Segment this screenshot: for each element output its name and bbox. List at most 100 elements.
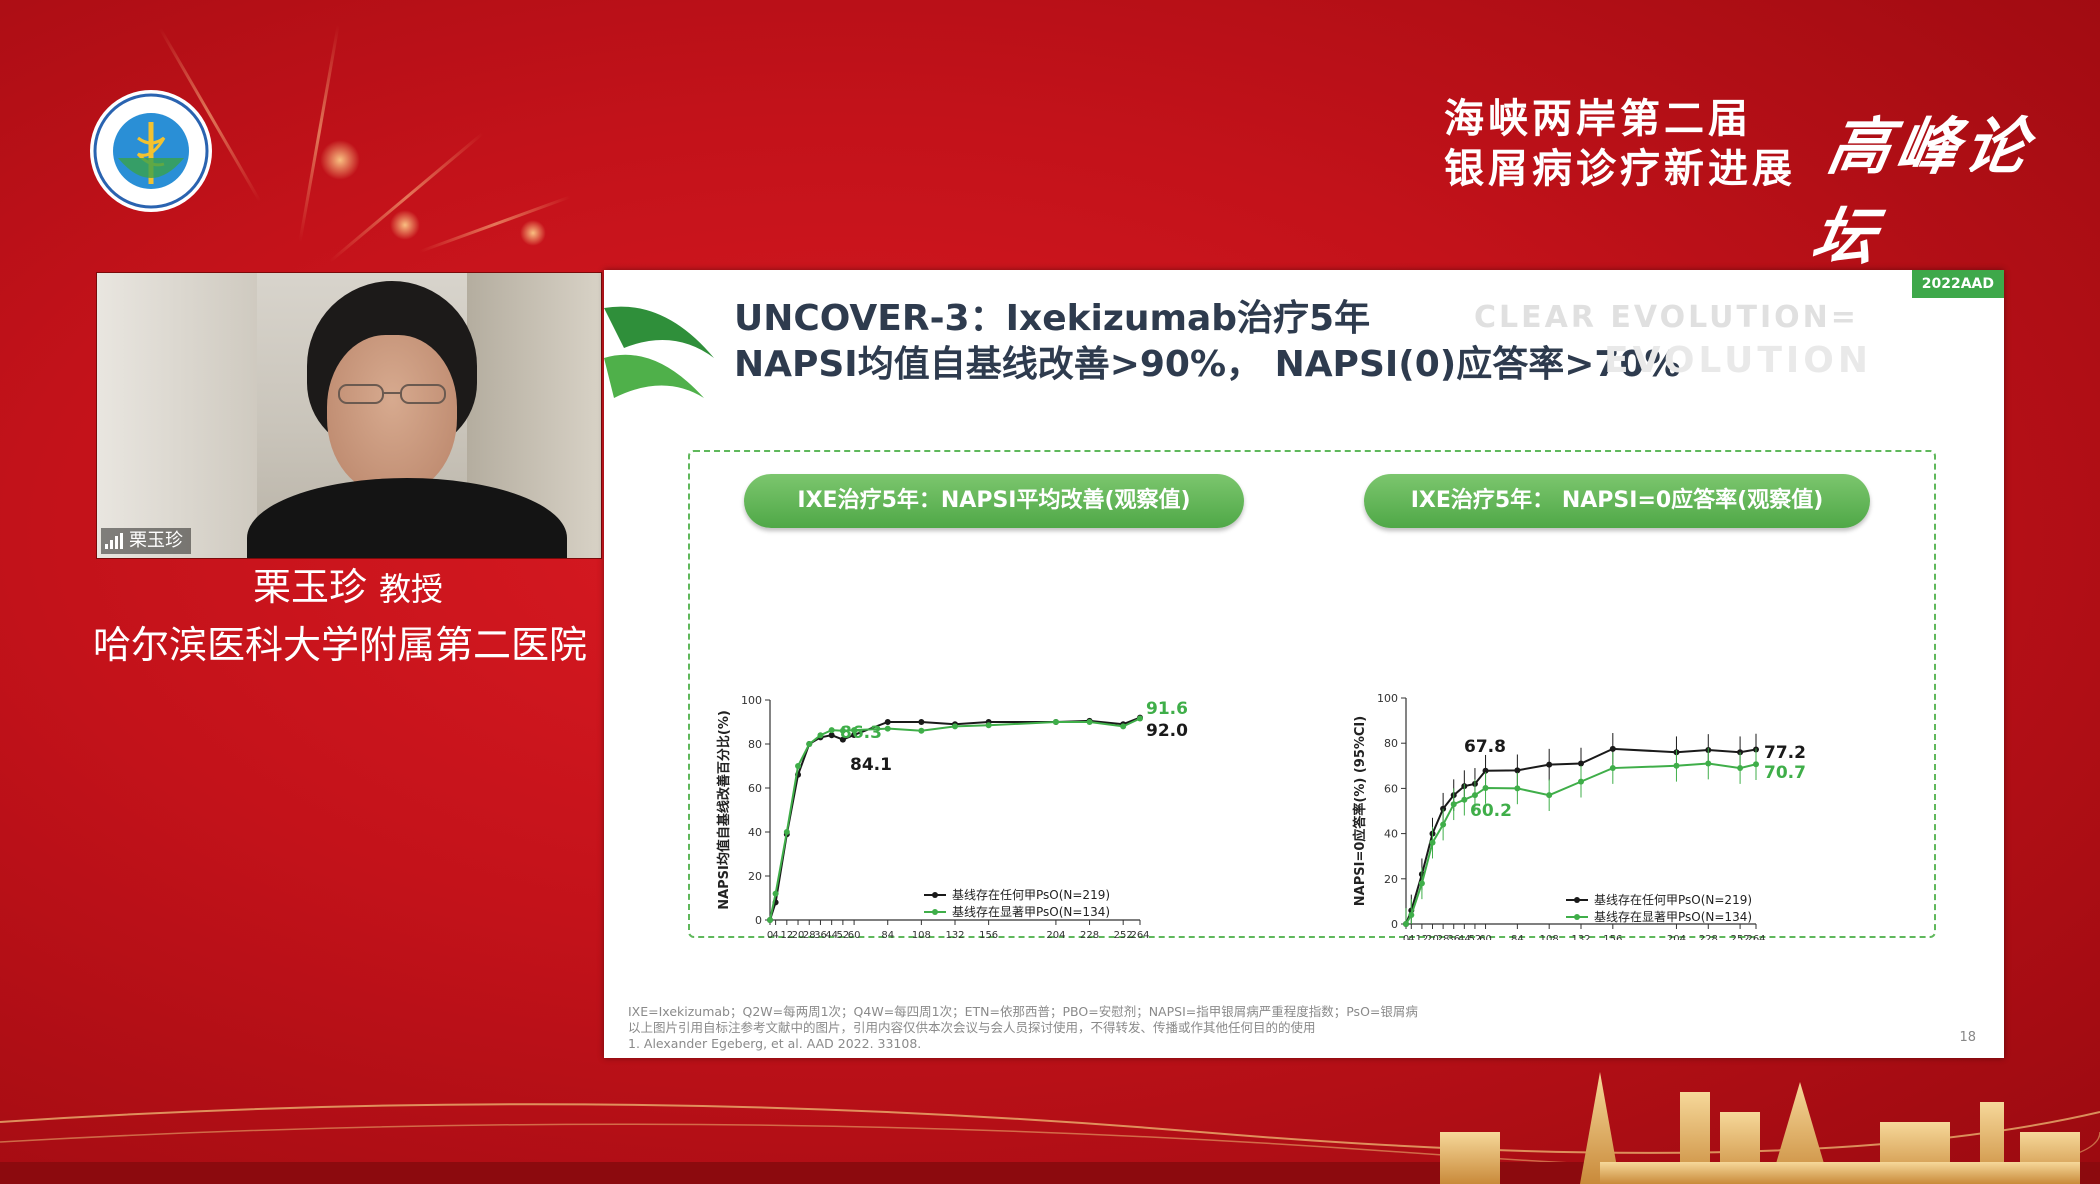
data-point: [1471, 792, 1478, 799]
legend-marker: [1574, 897, 1580, 903]
x-tick-label: 36: [814, 930, 827, 940]
y-tick-label: 0: [1391, 918, 1398, 931]
data-point: [772, 890, 779, 897]
data-point: [767, 917, 773, 923]
footnote-disclaimer: 以上图片引用自标注参考文献中的图片，引用内容仅供本次会议与会人员探讨使用，不得转…: [628, 1020, 1316, 1035]
data-label: 84.1: [850, 755, 892, 775]
sparkle: [390, 210, 420, 240]
watermark-text-2: EVOLUTION: [1604, 340, 1872, 381]
x-tick-label: 4: [1408, 934, 1414, 940]
slide-footnote: IXE=Ixekizumab；Q2W=每两周1次；Q4W=每四周1次；ETN=依…: [628, 1004, 1418, 1052]
y-tick-label: 100: [741, 694, 762, 707]
chart2-title-pill: IXE治疗5年： NAPSI=0应答率(观察值): [1364, 474, 1870, 528]
x-tick-label: 12: [1416, 934, 1429, 940]
data-label: 60.2: [1470, 801, 1512, 821]
data-point: [1052, 719, 1059, 725]
x-tick-label: 60: [848, 930, 861, 940]
charts-frame: [688, 450, 1936, 938]
data-point: [1120, 723, 1127, 730]
x-tick-label: 20: [792, 930, 805, 940]
data-point: [1408, 911, 1415, 918]
legend-marker: [1574, 914, 1580, 920]
data-point: [1514, 767, 1521, 774]
x-tick-label: 84: [881, 930, 894, 940]
data-point: [1737, 749, 1744, 756]
legend-label: 基线存在显著甲PsO(N=134): [1594, 910, 1752, 924]
speaker-affiliation: 哈尔滨医科大学附属第二医院: [92, 623, 587, 667]
y-tick-label: 80: [748, 738, 762, 751]
legend-marker: [932, 892, 938, 898]
legend-label: 基线存在任何甲PsO(N=219): [952, 888, 1110, 902]
data-label: 67.8: [1464, 737, 1506, 757]
x-tick-label: 264: [1746, 934, 1765, 940]
x-tick-label: 132: [945, 930, 964, 940]
sparkle: [320, 140, 360, 180]
x-tick-label: 4: [772, 930, 778, 940]
x-tick-label: 28: [803, 930, 816, 940]
footnote-reference: 1. Alexander Egeberg, et al. AAD 2022. 3…: [628, 1036, 922, 1051]
x-tick-label: 108: [1540, 934, 1559, 940]
y-tick-label: 40: [1384, 828, 1398, 841]
data-point: [1737, 765, 1744, 772]
forum-title: 海峡两岸第二届 银屑病诊疗新进展 高峰论坛: [1440, 82, 2080, 273]
signal-strength-icon: [105, 533, 123, 549]
x-tick-label: 0: [767, 930, 773, 940]
data-point: [952, 723, 958, 730]
data-point: [1753, 761, 1759, 768]
data-point: [1482, 767, 1489, 774]
forum-title-line2: 银屑病诊疗新进展: [1444, 145, 1796, 192]
glasses-icon: [338, 384, 446, 404]
x-tick-label: 44: [825, 930, 838, 940]
y-tick-label: 40: [748, 826, 762, 839]
data-point: [884, 725, 891, 732]
slide-title-line2: NAPSI均值自基线改善>90%， NAPSI(0)应答率>70%: [734, 344, 1681, 385]
legend-marker: [932, 909, 938, 915]
data-point: [851, 727, 858, 734]
data-point: [1461, 796, 1468, 803]
forum-title-script: 高峰论坛: [1806, 110, 2040, 273]
legend-label: 基线存在任何甲PsO(N=219): [1594, 893, 1752, 907]
association-logo: [90, 90, 212, 212]
x-tick-label: 60: [1479, 934, 1492, 940]
data-point: [1546, 792, 1553, 799]
watermark-text: CLEAR EVOLUTION=: [1474, 300, 1859, 335]
slide-title: UNCOVER-3：Ixekizumab治疗5年 NAPSI均值自基线改善>90…: [734, 296, 1681, 388]
data-point: [1403, 921, 1409, 927]
legend-label: 基线存在显著甲PsO(N=134): [952, 905, 1110, 919]
x-tick-label: 228: [1080, 930, 1099, 940]
x-tick-label: 252: [1114, 930, 1133, 940]
sparkle: [520, 220, 546, 246]
data-label: 77.2: [1764, 743, 1806, 763]
x-tick-label: 0: [1403, 934, 1409, 940]
speaker-video-tile[interactable]: 栗玉珍: [96, 272, 602, 559]
data-point: [1137, 715, 1143, 722]
data-point: [1578, 760, 1584, 767]
x-tick-label: 204: [1046, 930, 1065, 940]
presentation-slide: UNCOVER-3：Ixekizumab治疗5年 NAPSI均值自基线改善>90…: [604, 270, 2004, 1058]
y-axis-label: NAPSI均值自基线改善百分比(%): [716, 710, 732, 910]
decor-ray: [298, 24, 340, 242]
data-point: [1450, 801, 1457, 808]
slide-page-number: 18: [1959, 1030, 1976, 1045]
x-tick-label: 132: [1571, 934, 1590, 940]
conference-badge: 2022AAD: [1911, 270, 2004, 298]
data-point: [1440, 805, 1447, 812]
x-tick-label: 108: [912, 930, 931, 940]
y-tick-label: 80: [1384, 737, 1398, 750]
y-tick-label: 0: [755, 914, 762, 927]
speaker-face: [327, 335, 457, 495]
data-point: [783, 829, 790, 835]
y-tick-label: 20: [748, 870, 762, 883]
data-point: [1418, 880, 1425, 887]
speaker-name-caption: 栗玉珍 教授: [96, 556, 600, 611]
x-tick-label: 228: [1699, 934, 1718, 940]
decorative-skyline: [0, 1072, 2100, 1184]
data-point: [1086, 719, 1093, 725]
forum-title-line1: 海峡两岸第二届: [1444, 95, 1752, 142]
x-tick-label: 84: [1511, 934, 1524, 940]
data-point: [884, 719, 891, 725]
data-point: [918, 727, 925, 734]
x-tick-label: 52: [837, 930, 850, 940]
y-tick-label: 60: [1384, 782, 1398, 795]
